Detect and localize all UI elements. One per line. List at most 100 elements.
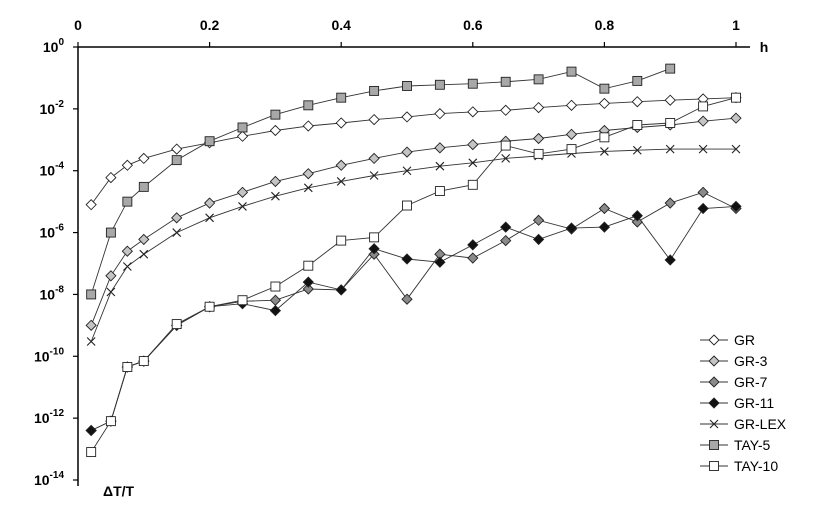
legend-entry: GR-7 xyxy=(700,374,768,390)
series-tay-10 xyxy=(86,92,741,458)
data-point xyxy=(336,177,346,186)
legend-marker xyxy=(709,419,719,429)
legend-marker xyxy=(708,397,720,409)
data-point xyxy=(336,92,347,103)
data-point xyxy=(204,301,215,312)
series-gr-11 xyxy=(85,200,742,437)
axes: 0 0.2 0.4 0.6 0.8 1 100 10-2 10-4 10-6 10-8 10-10 10… xyxy=(34,17,768,499)
data-point xyxy=(172,228,182,237)
data-point xyxy=(434,108,446,120)
data-point xyxy=(369,171,379,180)
data-point xyxy=(533,74,544,85)
data-point xyxy=(236,186,249,198)
data-point xyxy=(698,144,708,154)
legend-marker xyxy=(709,461,719,471)
x-tick-label: 0.4 xyxy=(331,17,351,33)
series-gr-7 xyxy=(85,186,742,437)
data-point xyxy=(171,143,183,155)
data-point xyxy=(335,117,347,129)
data-point xyxy=(467,179,478,190)
data-point xyxy=(532,214,545,226)
data-point xyxy=(335,159,347,171)
data-point xyxy=(105,416,116,427)
legend-label: TAY-10 xyxy=(734,458,778,474)
x-tick-label: 0.6 xyxy=(463,17,483,33)
data-point xyxy=(205,213,214,223)
data-point xyxy=(731,92,741,103)
data-point xyxy=(598,202,611,215)
data-point xyxy=(105,270,117,282)
data-point xyxy=(434,142,446,154)
data-point xyxy=(368,152,380,165)
data-point xyxy=(303,183,313,193)
data-point xyxy=(270,109,281,120)
data-point xyxy=(122,196,133,207)
data-point xyxy=(598,97,611,110)
data-point xyxy=(203,197,216,209)
y-tick-label: 10-12 xyxy=(34,408,64,426)
legend-entry: TAY-5 xyxy=(700,437,771,453)
data-point xyxy=(600,147,609,156)
data-point xyxy=(467,106,479,118)
data-point xyxy=(631,210,643,222)
data-point xyxy=(730,112,742,124)
data-point xyxy=(500,104,512,116)
data-point xyxy=(269,294,282,306)
data-point xyxy=(105,227,116,238)
data-point xyxy=(467,252,479,264)
data-point xyxy=(434,256,446,268)
data-point xyxy=(665,144,675,154)
data-point xyxy=(303,100,314,111)
data-point xyxy=(86,337,96,346)
x-tick-label: 1 xyxy=(732,17,740,33)
data-point xyxy=(533,148,544,159)
series-gr xyxy=(85,92,742,211)
data-point xyxy=(302,283,314,295)
data-point xyxy=(402,200,412,211)
data-point xyxy=(664,254,676,266)
data-point xyxy=(664,94,676,106)
series-line xyxy=(90,97,737,205)
data-point xyxy=(730,200,742,213)
data-point xyxy=(302,276,314,288)
data-point xyxy=(598,221,611,233)
data-point xyxy=(368,243,380,255)
x-tick-label: 0 xyxy=(74,17,82,33)
data-point xyxy=(369,85,380,96)
data-point xyxy=(401,253,413,265)
legend-label: GR-3 xyxy=(734,353,768,369)
data-point xyxy=(238,202,247,211)
data-point xyxy=(697,202,709,215)
series-gr-lex xyxy=(86,144,741,346)
data-point xyxy=(434,186,445,197)
series-line xyxy=(90,97,737,453)
data-point xyxy=(565,222,578,234)
data-point xyxy=(632,145,642,155)
data-point xyxy=(236,130,249,142)
data-point xyxy=(302,168,314,180)
data-point xyxy=(698,101,709,112)
x-tick-label: 0.2 xyxy=(200,17,220,33)
x-tick-label: 0.8 xyxy=(595,17,615,33)
y-axis-label: ΔT/T xyxy=(103,483,135,499)
data-point xyxy=(271,191,280,201)
data-point xyxy=(302,120,314,132)
data-point xyxy=(731,144,741,154)
data-point xyxy=(237,295,248,306)
data-point xyxy=(204,136,215,147)
data-point xyxy=(105,171,117,184)
data-point xyxy=(434,79,445,90)
data-point xyxy=(500,234,512,247)
data-point xyxy=(697,115,709,127)
data-point xyxy=(402,166,412,176)
legend-label: GR-LEX xyxy=(734,416,787,432)
data-point xyxy=(138,152,150,165)
data-point xyxy=(303,260,314,271)
data-point xyxy=(121,159,133,171)
data-point xyxy=(500,221,512,233)
data-point xyxy=(599,83,610,94)
series-line xyxy=(90,68,671,295)
data-point xyxy=(86,289,97,300)
legend-marker xyxy=(709,440,719,450)
data-point xyxy=(139,249,149,259)
